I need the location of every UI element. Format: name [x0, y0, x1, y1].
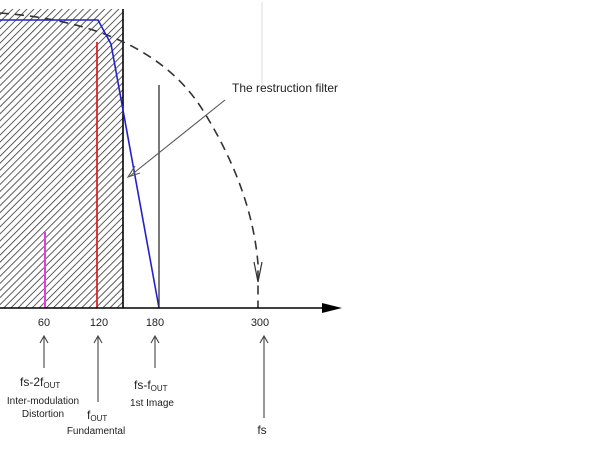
marker-60-label: fs-2fOUT [20, 375, 60, 390]
tick-label-300: 300 [251, 317, 269, 329]
marker-300-label: fs [257, 423, 266, 437]
marker-60-line3: Distortion [22, 409, 64, 420]
marker-arrow-180 [150, 334, 160, 368]
tick-label-60: 60 [38, 317, 50, 329]
marker-180-line2: 1st Image [130, 398, 174, 409]
annotation-arrowhead [126, 165, 141, 179]
marker-60-line2: Inter-modulation [7, 396, 79, 407]
marker-arrow-300 [259, 334, 269, 418]
tick-label-180: 180 [146, 317, 164, 329]
marker-arrow-120 [93, 334, 103, 402]
annotation-arrow-line [129, 99, 226, 177]
marker-arrow-60 [39, 334, 49, 368]
annotation-label: The restruction filter [232, 81, 338, 95]
tick-label-120: 120 [90, 317, 108, 329]
envelope-arrowhead [253, 261, 263, 283]
marker-180-label: fs-fOUT [134, 378, 168, 393]
sinc-envelope-dashed-curve [0, 12, 259, 308]
hatched-passband-region [0, 9, 123, 308]
marker-120-line2: Fundamental [67, 426, 125, 437]
x-axis-arrowhead [322, 303, 342, 313]
marker-120-label: fOUT [87, 408, 107, 423]
filter-response-line [0, 19, 160, 309]
